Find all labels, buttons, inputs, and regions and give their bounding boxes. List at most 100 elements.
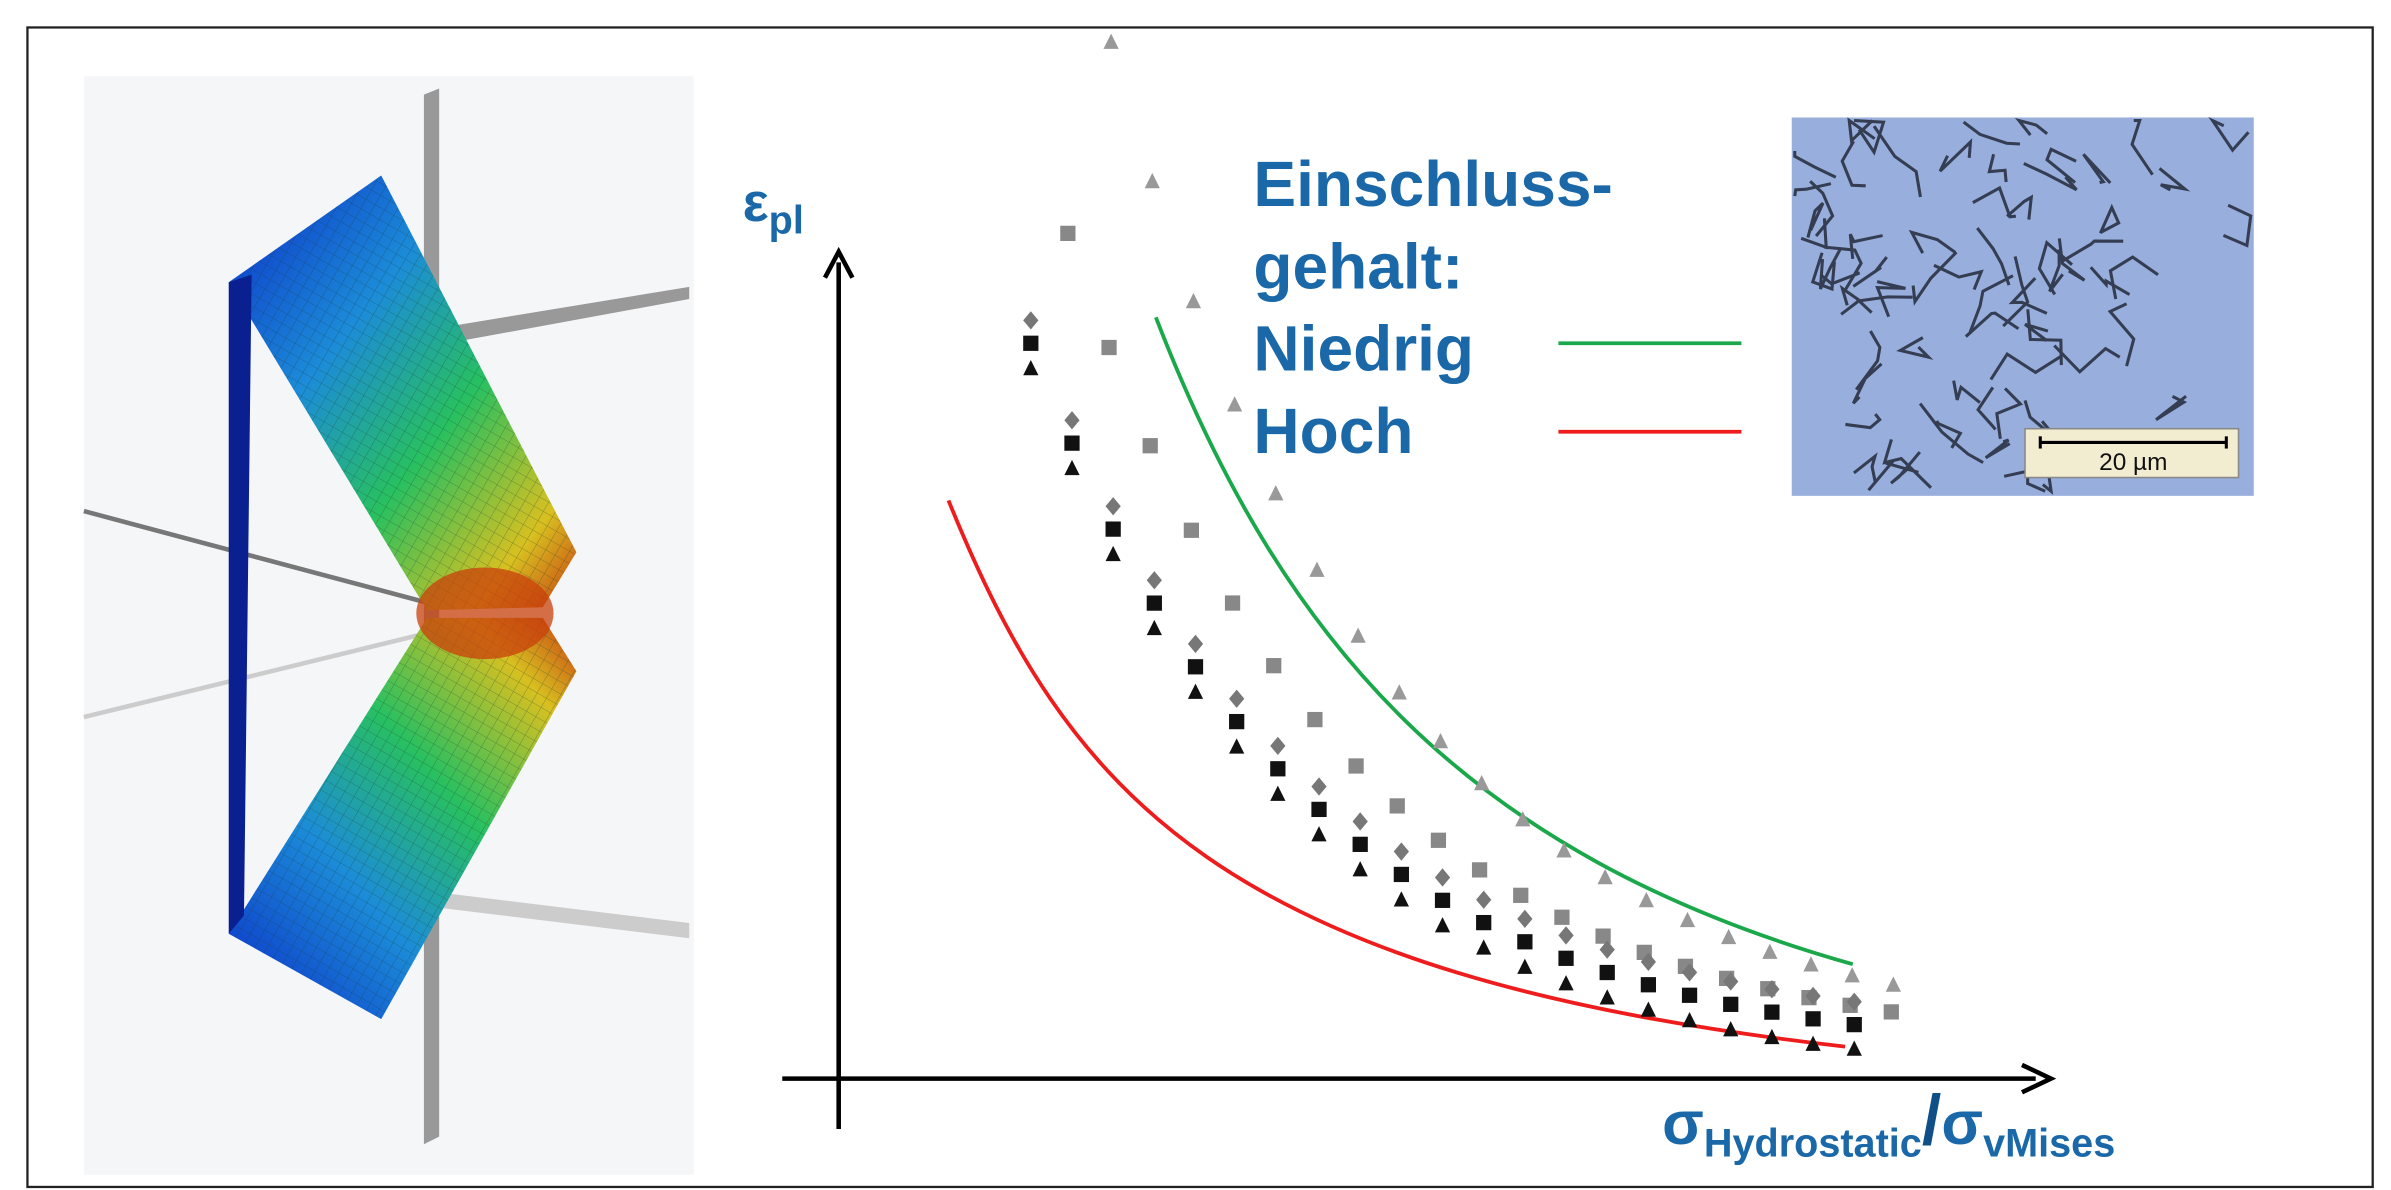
marker (1353, 861, 1368, 876)
marker (1558, 926, 1573, 944)
marker (1227, 396, 1242, 411)
x-axis-symbol: σ (1662, 1089, 1704, 1157)
marker (1680, 912, 1695, 927)
x-axis-subscript: Hydrostatic (1704, 1121, 1922, 1165)
marker (1106, 546, 1121, 561)
marker (1351, 628, 1366, 643)
marker (1600, 989, 1615, 1004)
page: εpl σHydrostatic/σvMises Einschluss- geh… (0, 0, 2391, 1190)
marker (1101, 340, 1116, 355)
marker (1394, 867, 1409, 882)
marker (1229, 738, 1244, 753)
marker (1145, 173, 1160, 188)
marker (1268, 485, 1283, 500)
marker (1064, 411, 1079, 429)
marker (1311, 826, 1326, 841)
marker (1847, 1017, 1862, 1032)
marker (1270, 737, 1285, 755)
marker (1392, 684, 1407, 699)
marker (1845, 967, 1860, 982)
marker (1847, 1040, 1862, 1055)
marker (1435, 917, 1450, 932)
marker (1266, 658, 1281, 673)
slide: εpl σHydrostatic/σvMises Einschluss- geh… (0, 0, 2391, 1190)
marker (1435, 868, 1450, 886)
marker (1311, 777, 1326, 795)
marker (1188, 684, 1203, 699)
x-axis-symbol: σ (1941, 1089, 1983, 1157)
marker (1472, 862, 1487, 877)
x-axis-label: σHydrostatic/σvMises (1662, 1080, 2115, 1165)
legend-label: Niedrig (1253, 313, 1474, 385)
marker (1147, 620, 1162, 635)
marker (1311, 802, 1326, 817)
marker (1106, 521, 1121, 536)
x-axis-separator: / (1922, 1080, 1941, 1159)
marker (1886, 976, 1901, 991)
marker (1270, 786, 1285, 801)
marker (1143, 438, 1158, 453)
marker (1064, 460, 1079, 475)
marker (1147, 571, 1162, 589)
marker (1353, 837, 1368, 852)
marker (1476, 891, 1491, 909)
marker (1394, 891, 1409, 906)
marker (1723, 997, 1738, 1012)
y-axis-symbol: ε (743, 171, 769, 233)
x-axis-subscript: vMises (1983, 1121, 2115, 1165)
marker (1431, 833, 1446, 848)
legend-label: Hoch (1253, 395, 1413, 467)
marker (1188, 659, 1203, 674)
marker (1476, 915, 1491, 930)
y-axis-label: εpl (743, 171, 804, 242)
marker (1106, 497, 1121, 515)
marker (1229, 690, 1244, 708)
marker (1433, 733, 1448, 748)
marker (1558, 975, 1573, 990)
marker (1103, 34, 1118, 49)
marker (1517, 934, 1532, 949)
marker (1188, 635, 1203, 653)
marker (1803, 956, 1818, 971)
marker (1309, 562, 1324, 577)
marker (1517, 959, 1532, 974)
marker (1435, 893, 1450, 908)
marker (1147, 595, 1162, 610)
marker (1064, 436, 1079, 451)
marker (1186, 293, 1201, 308)
curve-hoch (948, 500, 1845, 1046)
marker (1513, 888, 1528, 903)
marker (1270, 761, 1285, 776)
marker (1764, 1005, 1779, 1020)
marker (1517, 910, 1532, 928)
marker (1639, 892, 1654, 907)
legend-title: gehalt: (1253, 230, 1463, 302)
y-axis-subscript: pl (769, 198, 804, 242)
marker (1390, 798, 1405, 813)
marker (1595, 928, 1610, 943)
marker (1476, 939, 1491, 954)
marker (1721, 929, 1736, 944)
marker (1348, 758, 1363, 773)
marker (1641, 1002, 1656, 1017)
marker (1023, 360, 1038, 375)
marker (1558, 951, 1573, 966)
marker (1229, 714, 1244, 729)
marker (1682, 1012, 1697, 1027)
marker (1884, 1004, 1899, 1019)
marker (1394, 842, 1409, 860)
marker (1682, 988, 1697, 1003)
marker (1060, 226, 1075, 241)
marker (1641, 977, 1656, 992)
fem-illustration (84, 76, 694, 1174)
marker (1225, 595, 1240, 610)
marker (1762, 944, 1777, 959)
marker (1023, 311, 1038, 329)
micrograph: 20 µm (1792, 117, 2254, 495)
marker (1600, 965, 1615, 980)
marker (1723, 1021, 1738, 1036)
marker (1554, 910, 1569, 925)
marker (1353, 812, 1368, 830)
scale-bar-label: 20 µm (2099, 449, 2167, 476)
marker (1805, 1011, 1820, 1026)
